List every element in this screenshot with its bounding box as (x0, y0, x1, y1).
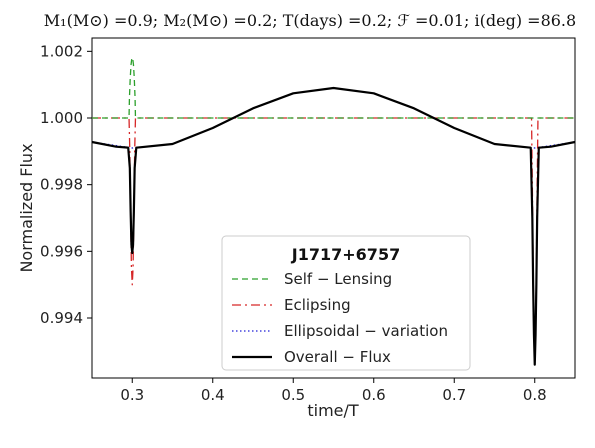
y-tick-label: 0.998 (40, 176, 83, 194)
x-tick-label: 0.5 (281, 386, 305, 404)
legend-label-4: Overall − Flux (284, 348, 391, 366)
y-tick-label: 0.994 (40, 309, 83, 327)
x-tick-label: 0.6 (362, 386, 386, 404)
x-tick-label: 0.7 (442, 386, 466, 404)
chart-title: M₁(M⊙) =0.9; M₂(M⊙) =0.2; T(days) =0.2; … (44, 11, 576, 30)
legend-label-3: Ellipsoidal − variation (284, 322, 448, 340)
y-axis-ticks: 0.994 0.996 0.998 1.000 1.002 (40, 42, 92, 327)
series-line-1 (92, 57, 575, 119)
legend-label-1: Self − Lensing (284, 270, 392, 288)
series-layer (91, 57, 576, 366)
y-tick-label: 1.000 (40, 109, 83, 127)
x-tick-label: 0.8 (523, 386, 547, 404)
x-axis-ticks: 0.3 0.4 0.5 0.6 0.7 0.8 (120, 378, 547, 404)
legend: J1717+6757 Self − Lensing Eclipsing Ellips… (221, 235, 471, 371)
legend-box (221, 235, 471, 371)
legend-label-2: Eclipsing (284, 296, 351, 314)
x-axis-label: time/T (307, 401, 359, 420)
y-tick-label: 1.002 (40, 42, 83, 60)
y-axis-label: Normalized Flux (17, 143, 36, 272)
x-tick-label: 0.3 (120, 386, 144, 404)
y-tick-label: 0.996 (40, 242, 83, 260)
series-line-4 (91, 86, 576, 366)
legend-entries: Self − Lensing Eclipsing Ellipsoidal − var… (232, 270, 448, 366)
x-tick-label: 0.4 (201, 386, 225, 404)
legend-title: J1717+6757 (291, 245, 400, 264)
